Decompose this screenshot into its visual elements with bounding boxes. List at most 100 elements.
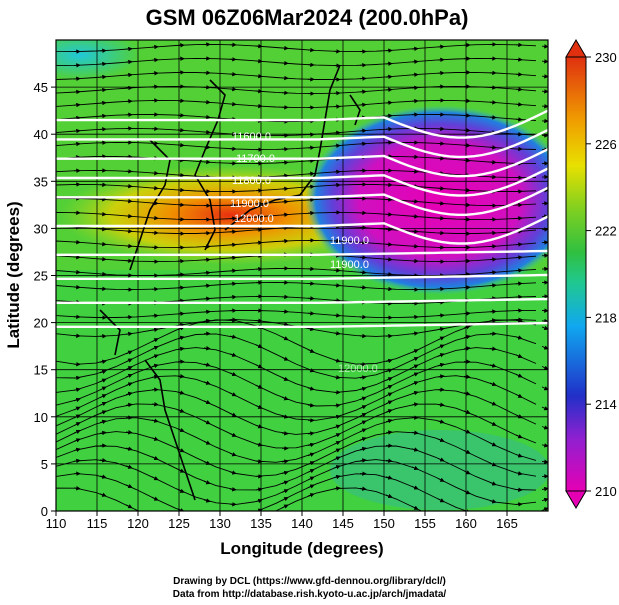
streamline-arrow: [281, 431, 289, 436]
streamline-arrow: [489, 381, 497, 386]
streamline-arrow: [385, 458, 393, 463]
streamline-arrow: [411, 447, 419, 452]
streamline-arrow: [437, 313, 445, 318]
streamline-arrow: [463, 429, 471, 434]
streamline-arrow: [541, 74, 548, 79]
streamline-arrow: [463, 325, 471, 330]
streamline-arrow: [359, 270, 367, 275]
contour-label: 11900.0: [230, 198, 269, 210]
streamline-arrow: [541, 325, 548, 330]
streamline-arrow: [307, 493, 315, 498]
streamline-arrow: [541, 89, 548, 94]
colorbar-tick-label: 222: [595, 224, 617, 239]
streamline-arrow: [489, 346, 497, 351]
streamline-arrow: [307, 348, 315, 353]
streamline-arrow: [490, 518, 496, 519]
streamline-arrow: [99, 378, 107, 383]
streamline-arrow: [437, 201, 445, 206]
height-contour: [56, 273, 548, 280]
streamline-arrow: [125, 464, 133, 469]
streamline-arrow: [151, 374, 159, 380]
y-tick-label: 5: [41, 457, 48, 472]
streamline-arrow: [463, 346, 471, 351]
streamline-arrow: [177, 488, 185, 493]
streamline-arrow: [255, 343, 263, 349]
streamline-arrow: [151, 338, 159, 343]
x-tick-label: 130: [209, 516, 231, 531]
streamline-arrow: [230, 517, 236, 518]
streamline-arrow: [125, 59, 133, 65]
streamline-arrow: [489, 401, 497, 406]
streamline-arrow: [411, 381, 419, 386]
x-tick-label: 135: [250, 516, 272, 531]
streamline-arrow: [333, 440, 341, 446]
streamline-arrow: [489, 145, 497, 150]
streamline-arrow: [281, 321, 289, 327]
streamline-arrow: [411, 229, 419, 234]
streamline-arrow: [515, 318, 523, 323]
streamline-arrow: [229, 371, 237, 377]
streamline-arrow: [359, 375, 367, 380]
streamline-arrow: [281, 489, 289, 494]
streamline-arrow: [489, 442, 497, 447]
streamline-arrow: [359, 396, 367, 401]
streamline-arrow: [489, 283, 497, 288]
streamline-arrow: [438, 519, 444, 522]
streamline-arrow: [151, 402, 159, 407]
streamline-arrow: [151, 476, 159, 481]
height-contour: [56, 167, 548, 197]
streamline-arrow: [281, 45, 289, 51]
streamline-arrow: [151, 354, 159, 359]
streamline-arrow: [411, 364, 419, 369]
streamline-arrow: [203, 460, 211, 465]
streamline-arrow: [152, 518, 158, 521]
x-tick-label: 120: [127, 516, 149, 531]
streamline-arrow: [255, 487, 263, 492]
streamline-arrow: [437, 402, 445, 407]
streamline-arrow: [411, 430, 419, 435]
colorbar-tick-label: 230: [595, 50, 617, 65]
y-tick-label: 15: [34, 363, 48, 378]
streamline-arrow: [151, 436, 159, 441]
streamline-arrow: [385, 430, 393, 435]
streamline-arrow: [307, 368, 315, 373]
x-tick-label: 125: [168, 516, 190, 531]
streamline-arrow: [411, 331, 419, 336]
streamline-arrow: [411, 465, 419, 470]
streamline-arrow: [151, 170, 159, 176]
streamline-arrow: [125, 213, 133, 219]
streamline-arrow: [541, 365, 548, 370]
streamline-arrow: [125, 350, 133, 355]
streamline-arrow: [489, 257, 497, 262]
streamline-arrow: [359, 285, 367, 290]
streamline-arrow: [203, 420, 211, 425]
streamline-arrow: [177, 390, 185, 395]
streamline-arrow: [73, 429, 81, 435]
streamline-arrow: [437, 457, 445, 462]
streamline-arrow: [437, 353, 445, 358]
streamline-arrow: [229, 242, 237, 248]
streamline-arrow: [177, 427, 185, 433]
height-contour: [56, 249, 548, 256]
streamline-arrow: [515, 255, 523, 260]
streamline-arrow: [203, 440, 211, 445]
streamline-arrow: [411, 372, 419, 377]
streamline-arrow: [333, 313, 341, 318]
streamline-arrow: [385, 400, 393, 405]
streamline-arrow: [281, 414, 289, 419]
streamline-arrow: [125, 402, 133, 408]
streamline-arrow: [437, 498, 445, 503]
streamline-arrow: [359, 437, 367, 442]
streamline-arrow: [489, 481, 497, 486]
streamline-arrow: [255, 58, 263, 64]
streamline-arrow: [73, 447, 81, 453]
streamline-arrow: [177, 448, 185, 453]
streamline-arrow: [437, 477, 445, 482]
y-tick-label: 45: [34, 80, 48, 95]
streamline-arrow: [255, 498, 263, 504]
streamline-arrow: [541, 425, 548, 430]
streamline-arrow: [307, 442, 315, 448]
streamline-arrow: [73, 422, 81, 427]
streamline-arrow: [73, 486, 81, 491]
